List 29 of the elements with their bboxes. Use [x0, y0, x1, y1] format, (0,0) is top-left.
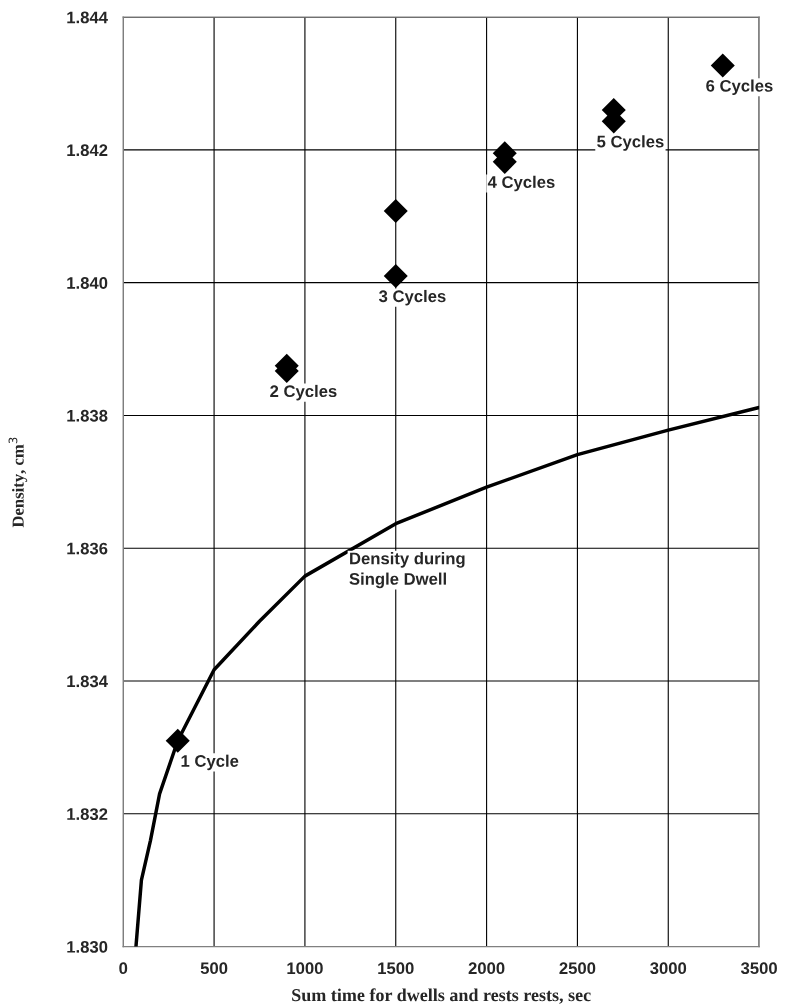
annotation: 6 Cycles [706, 79, 773, 96]
x-tick-label: 2500 [559, 962, 596, 975]
annotation: 5 Cycles [597, 135, 664, 151]
x-axis-title: Sum time for dwells and rests rests, sec [292, 988, 591, 1004]
x-tick-label: 0 [119, 962, 128, 975]
x-tick-label: 3000 [650, 962, 687, 975]
y-tick-label: 1.834 [67, 675, 108, 688]
y-tick-label: 1.840 [67, 277, 108, 289]
y-tick-label: 1.830 [67, 940, 108, 953]
point [165, 728, 190, 753]
y-tick-label: 1.842 [67, 144, 108, 157]
y-tick-label: 1.844 [67, 11, 108, 24]
x-tick-label: 2000 [468, 962, 505, 975]
annotation: 3 Cycles [378, 289, 446, 306]
x-tick-label: 500 [200, 962, 228, 975]
y-tick-label: 1.836 [67, 542, 108, 555]
y-axis-title: Density, cm$^{3}$ [8, 437, 28, 528]
y-tick-label: 1.832 [67, 808, 108, 821]
point [710, 53, 735, 78]
annotation: Density during Single Dwell [349, 552, 465, 589]
x-tick-label: 1500 [378, 962, 414, 975]
annotation: 4 Cycles [487, 175, 555, 192]
point [383, 264, 408, 289]
y-tick-label: 1.838 [67, 409, 108, 422]
x-tick-label: 3500 [740, 962, 777, 975]
annotation: 1 Cycle [181, 754, 239, 771]
annotation: 2 Cycles [270, 384, 337, 401]
x-tick-label: 1000 [287, 962, 323, 975]
point [383, 198, 408, 224]
